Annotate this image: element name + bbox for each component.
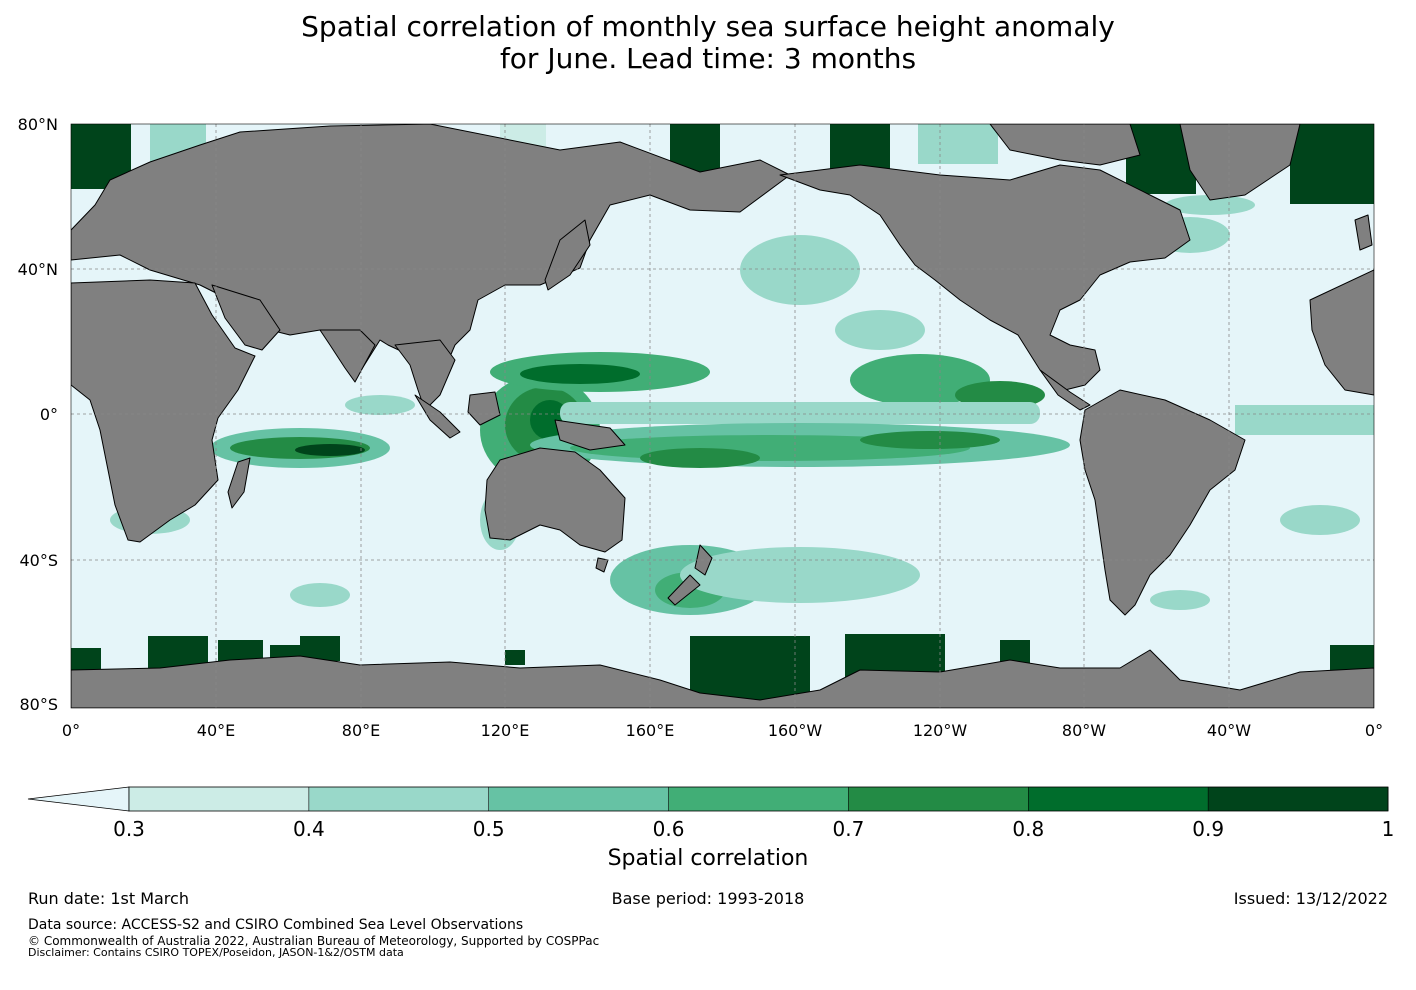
colorbar-segment-0.9-1 xyxy=(1208,787,1389,811)
borneo xyxy=(467,391,501,426)
new-zealand-south xyxy=(667,574,701,606)
disclaimer: Disclaimer: Contains CSIRO TOPEX/Poseido… xyxy=(28,946,404,959)
lat-tick-0: 0° xyxy=(40,405,58,424)
lat-tick-80n: 80°N xyxy=(18,115,58,134)
colorbar-under-triangle xyxy=(27,786,130,812)
chart-title-line-1: Spatial correlation of monthly sea surfa… xyxy=(301,10,1115,43)
region-equatorial-atlantic xyxy=(1235,405,1374,435)
lon-tick-0-east: 0° xyxy=(1365,721,1383,740)
arabian-peninsula xyxy=(211,284,281,351)
lat-tick-40s: 40°S xyxy=(19,551,58,570)
lon-tick-40w: 40°W xyxy=(1207,721,1251,740)
colorbar-tick-label: 0.4 xyxy=(293,817,325,841)
europe xyxy=(1309,269,1374,396)
lon-tick-40e: 40°E xyxy=(197,721,235,740)
colorbar-tick-label: 0.3 xyxy=(113,817,145,841)
colorbar-segment-0.5-0.6 xyxy=(488,787,670,811)
south-america xyxy=(1079,389,1246,616)
colorbar-segments xyxy=(129,787,1389,811)
colorbar-segment-0.6-0.7 xyxy=(668,787,849,811)
lat-tick-80s: 80°S xyxy=(19,695,58,714)
japan xyxy=(544,219,591,291)
australia xyxy=(484,447,626,553)
base-period: Base period: 1993-2018 xyxy=(611,889,805,908)
latitude-tick-labels: 80°N 40°N 0° 40°S 80°S xyxy=(18,115,58,714)
lat-tick-40n: 40°N xyxy=(18,260,58,279)
run-date: Run date: 1st March xyxy=(28,889,189,908)
colorbar-tick-label: 0.5 xyxy=(473,817,505,841)
chart-title-line-2: for June. Lead time: 3 months xyxy=(499,42,917,75)
lon-tick-120w: 120°W xyxy=(913,721,968,740)
correlation-field xyxy=(71,124,1374,708)
lon-tick-0-west: 0° xyxy=(62,721,80,740)
colorbar-tick-label: 0.7 xyxy=(833,817,865,841)
colorbar-segment-0.4-0.5 xyxy=(308,787,490,811)
colorbar: 0.3 0.4 0.5 0.6 0.7 0.8 0.9 1 xyxy=(27,786,1394,841)
copyright-notice: © Commonwealth of Australia 2022, Austra… xyxy=(28,934,600,948)
lon-tick-80e: 80°E xyxy=(342,721,380,740)
longitude-tick-labels: 0° 40°E 80°E 120°E 160°E 160°W 120°W 80°… xyxy=(62,721,1383,740)
colorbar-tick-label: 0.9 xyxy=(1192,817,1224,841)
region-equatorial-pacific-band xyxy=(530,402,1070,468)
madagascar xyxy=(227,457,251,509)
colorbar-title: Spatial correlation xyxy=(607,846,809,871)
indochina xyxy=(394,339,456,411)
lon-tick-160e: 160°E xyxy=(626,721,675,740)
antarctica xyxy=(71,649,1374,708)
central-america xyxy=(1039,369,1091,411)
region-indian-ocean-band xyxy=(210,428,390,468)
map-panel: 80°N 40°N 0° 40°S 80°S 0° 40°E 80°E 120°… xyxy=(18,115,1383,740)
north-america xyxy=(779,164,1191,391)
new-guinea xyxy=(554,419,626,451)
colorbar-tick-label: 0.8 xyxy=(1012,817,1044,841)
arctic-archipelago xyxy=(989,124,1141,166)
uk-ireland xyxy=(1354,214,1373,251)
issued-date: Issued: 13/12/2022 xyxy=(1233,889,1388,908)
colorbar-segment-0.3-0.4 xyxy=(129,787,310,811)
lon-tick-120e: 120°E xyxy=(481,721,530,740)
greenland xyxy=(1179,124,1301,201)
data-source: Data source: ACCESS-S2 and CSIRO Combine… xyxy=(28,917,524,933)
map-gridlines xyxy=(71,124,1374,708)
lon-tick-80w: 80°W xyxy=(1062,721,1106,740)
land-masses xyxy=(71,124,1374,708)
africa-landmass xyxy=(71,279,256,543)
colorbar-tick-label: 1 xyxy=(1382,817,1395,841)
colorbar-tick-label: 0.6 xyxy=(653,817,685,841)
lon-tick-160w: 160°W xyxy=(768,721,823,740)
colorbar-tick-labels: 0.3 0.4 0.5 0.6 0.7 0.8 0.9 1 xyxy=(113,817,1394,841)
map-frame xyxy=(70,123,1375,709)
colorbar-segment-0.7-0.8 xyxy=(848,787,1029,811)
colorbar-outline xyxy=(128,786,1389,812)
tasmania xyxy=(595,557,609,573)
colorbar-segment-0.8-0.9 xyxy=(1028,787,1209,811)
sumatra xyxy=(414,394,461,439)
